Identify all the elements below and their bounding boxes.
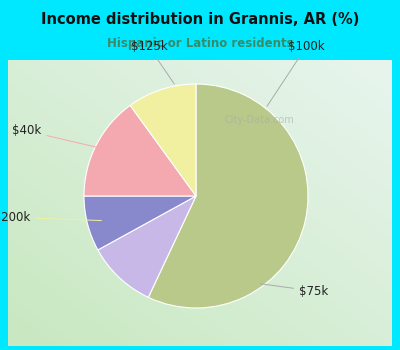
Text: City-Data.com: City-Data.com — [224, 115, 294, 125]
Wedge shape — [130, 84, 196, 196]
Text: $100k: $100k — [267, 40, 324, 106]
Text: Income distribution in Grannis, AR (%): Income distribution in Grannis, AR (%) — [41, 12, 359, 27]
Text: $125k: $125k — [130, 40, 174, 84]
Wedge shape — [84, 196, 196, 250]
Text: > $200k: > $200k — [0, 211, 101, 224]
Text: $75k: $75k — [260, 284, 328, 298]
Wedge shape — [84, 105, 196, 196]
Text: Hispanic or Latino residents: Hispanic or Latino residents — [107, 37, 293, 50]
Wedge shape — [98, 196, 196, 298]
Wedge shape — [148, 84, 308, 308]
Text: $40k: $40k — [12, 124, 102, 148]
